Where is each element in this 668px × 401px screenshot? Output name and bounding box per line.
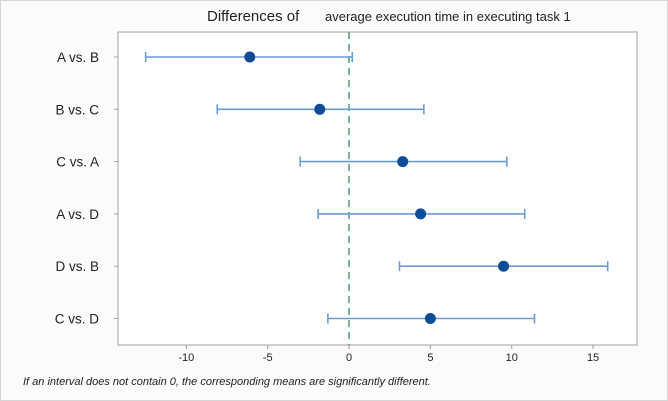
x-tick-label: -5 — [263, 352, 273, 364]
estimate-point — [397, 156, 409, 168]
category-label: C vs. A — [56, 155, 99, 170]
plot-area — [117, 31, 638, 346]
category-label: B vs. C — [55, 102, 99, 117]
category-label: D vs. B — [55, 259, 99, 274]
estimate-point — [424, 313, 436, 324]
estimate-point — [244, 51, 256, 63]
x-tick-label: 10 — [506, 352, 518, 364]
x-tick-label: -10 — [178, 352, 194, 364]
category-label: A vs. B — [57, 50, 99, 65]
estimate-point — [415, 208, 427, 220]
chart-title-part-1: Differences of — [207, 8, 300, 25]
x-tick-label: 0 — [346, 352, 352, 364]
x-tick-label: 5 — [427, 352, 433, 364]
category-label: C vs. D — [55, 312, 100, 327]
estimate-point — [498, 260, 510, 272]
category-label: A vs. D — [56, 207, 99, 222]
x-tick-label: 15 — [587, 352, 599, 364]
chart-title-part-2: average execution time in executing task… — [325, 9, 571, 24]
estimate-point — [314, 103, 326, 115]
footnote: If an interval does not contain 0, the c… — [23, 376, 431, 388]
